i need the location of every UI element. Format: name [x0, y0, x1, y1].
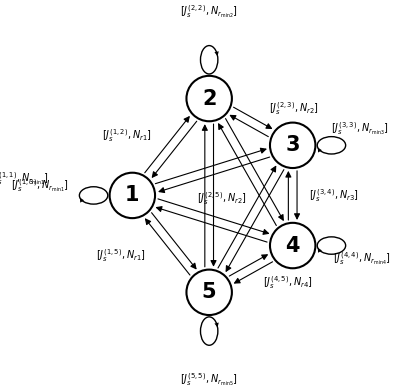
Text: 1: 1	[125, 186, 140, 205]
Text: $[J_s^{(2,2)},N_{r_{\min2}}]$: $[J_s^{(2,2)},N_{r_{\min2}}]$	[180, 3, 238, 20]
Text: 3: 3	[286, 135, 300, 155]
Text: $[J_s^{(2,3)},N_{r2}]$: $[J_s^{(2,3)},N_{r2}]$	[269, 100, 319, 117]
Text: $[J_s^{(1,3)},N_{r_{\min1}}]$: $[J_s^{(1,3)},N_{r_{\min1}}]$	[11, 177, 69, 194]
Text: $[J_s^{(2,5)},N_{r2}]$: $[J_s^{(2,5)},N_{r2}]$	[198, 190, 248, 207]
Text: $[J_s^{(1,1)},N_{r_{\min1}}]$: $[J_s^{(1,1)},N_{r_{\min1}}]$	[0, 170, 49, 187]
Text: $[J_s^{(4,5)},N_{r4}]$: $[J_s^{(4,5)},N_{r4}]$	[263, 274, 313, 291]
Text: 4: 4	[286, 236, 300, 256]
Text: 5: 5	[202, 282, 216, 302]
Text: $[J_s^{(1,5)},N_{r1}]$: $[J_s^{(1,5)},N_{r1}]$	[95, 247, 146, 264]
Circle shape	[186, 76, 232, 121]
Text: $[J_s^{(4,4)},N_{r_{\min4}}]$: $[J_s^{(4,4)},N_{r_{\min4}}]$	[333, 251, 391, 267]
Circle shape	[186, 270, 232, 315]
Text: $[J_s^{(1,2)},N_{r1}]$: $[J_s^{(1,2)},N_{r1}]$	[102, 127, 152, 144]
Text: 2: 2	[202, 89, 216, 109]
Text: $[J_s^{(3,3)},N_{r_{\min3}}]$: $[J_s^{(3,3)},N_{r_{\min3}}]$	[331, 120, 389, 137]
Text: $[J_s^{(5,5)},N_{r_{\min5}}]$: $[J_s^{(5,5)},N_{r_{\min5}}]$	[180, 371, 238, 388]
Text: $[J_s^{(3,4)},N_{r3}]$: $[J_s^{(3,4)},N_{r3}]$	[309, 187, 359, 204]
Circle shape	[270, 223, 315, 268]
Circle shape	[270, 123, 315, 168]
Circle shape	[110, 173, 155, 218]
